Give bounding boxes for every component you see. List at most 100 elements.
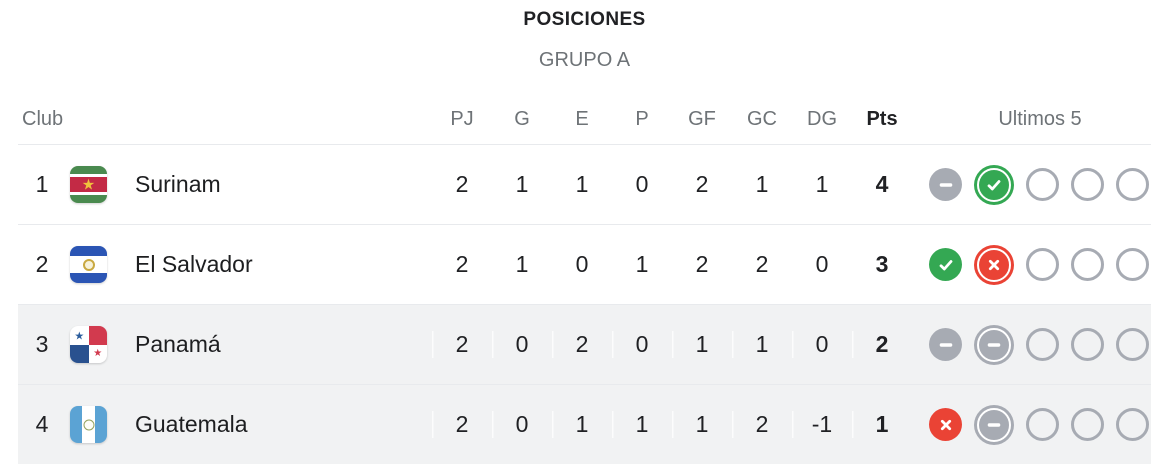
upcoming-icon [1026, 248, 1059, 281]
upcoming-icon [1071, 408, 1104, 441]
upcoming-icon [1116, 248, 1149, 281]
column-header-pts: Pts [866, 108, 898, 130]
rank-cell: 4 [35, 411, 49, 437]
stat-value: 0 [815, 251, 829, 277]
upcoming-icon [1026, 408, 1059, 441]
stat-value: 2 [755, 251, 769, 277]
standings-table: Club PJ G E P GF GC DG Pts Ultimos 5 1 ★ Surinam 2… [18, 72, 1151, 464]
last5-form [929, 324, 1151, 365]
rank-cell: 1 [35, 171, 49, 197]
stat-value: 1 [635, 251, 649, 277]
rank-cell: 2 [35, 251, 49, 277]
coat-of-arms-icon [82, 258, 95, 271]
team-name: Panamá [135, 331, 221, 357]
standings-row[interactable]: 2 El Salvador 2 1 0 1 2 2 0 3 [18, 224, 1151, 304]
widget-title: POSICIONES [523, 9, 646, 30]
stat-value: -1 [792, 411, 852, 438]
column-header-club: Club [22, 108, 64, 130]
table-header-row: Club PJ G E P GF GC DG Pts Ultimos 5 [18, 72, 1151, 144]
upcoming-icon [1116, 328, 1149, 361]
stat-cells: 2 1 0 1 2 2 0 3 [432, 251, 912, 278]
el-salvador-flag-icon [70, 246, 107, 283]
draw-icon [974, 404, 1014, 445]
team-name: El Salvador [135, 251, 253, 277]
column-header-gf: GF [688, 108, 716, 130]
stat-value: 2 [695, 171, 709, 197]
stat-value: 0 [575, 251, 589, 277]
points-value: 4 [875, 171, 889, 197]
stat-value: 1 [515, 251, 529, 277]
column-header-dg: DG [807, 108, 837, 130]
draw-icon [929, 168, 962, 201]
stat-value: 1 [552, 411, 612, 438]
stat-value: 2 [432, 411, 492, 438]
group-subtitle: GRUPO A [538, 49, 631, 71]
standings-row[interactable]: 3 ★ ★ Panamá 2 0 2 0 1 1 0 2 [18, 304, 1151, 384]
coat-of-arms-icon [83, 419, 94, 430]
stat-value: 1 [815, 171, 829, 197]
points-value: 2 [852, 331, 912, 358]
stat-column-headers: PJ G E P GF GC DG Pts [432, 108, 912, 131]
column-header-gc: GC [747, 108, 777, 130]
rank-cell: 3 [35, 331, 49, 357]
stat-value: 1 [612, 411, 672, 438]
panama-flag-icon: ★ ★ [70, 326, 107, 363]
star-icon: ★ [74, 329, 85, 343]
stat-value: 2 [432, 331, 492, 358]
team-name: Guatemala [135, 411, 248, 437]
upcoming-icon [1071, 168, 1104, 201]
standings-row[interactable]: 1 ★ Surinam 2 1 1 0 2 1 1 4 [18, 144, 1151, 224]
upcoming-icon [1071, 248, 1104, 281]
flag-stripes [70, 166, 107, 203]
stat-value: 2 [732, 411, 792, 438]
stat-cells: 2 1 1 0 2 1 1 4 [432, 171, 912, 198]
stat-value: 1 [755, 171, 769, 197]
stat-cells: 2 0 1 1 1 2 -1 1 [432, 411, 912, 438]
stat-value: 0 [635, 171, 649, 197]
stat-value: 2 [695, 251, 709, 277]
last5-form [929, 404, 1151, 445]
stat-value: 1 [672, 331, 732, 358]
upcoming-icon [1116, 408, 1149, 441]
stat-value: 1 [732, 331, 792, 358]
table-body: 1 ★ Surinam 2 1 1 0 2 1 1 4 2 El Salvador 2 1 0 1 2 2 0 3 3 ★ ★… [18, 144, 1151, 464]
upcoming-icon [1116, 168, 1149, 201]
stat-value: 1 [515, 171, 529, 197]
points-value: 3 [875, 251, 889, 277]
column-header-pj: PJ [450, 108, 474, 130]
guatemala-flag-icon [70, 406, 107, 443]
flag-quadrants [70, 326, 107, 363]
upcoming-icon [1026, 168, 1059, 201]
last5-form [929, 244, 1151, 285]
loss-icon [929, 408, 962, 441]
column-header-p: P [635, 108, 649, 130]
last5-form [929, 164, 1151, 205]
stat-value: 1 [575, 171, 589, 197]
draw-icon [974, 324, 1014, 365]
win-icon [929, 248, 962, 281]
stat-value: 0 [792, 331, 852, 358]
star-icon: ★ [93, 348, 103, 360]
stat-value: 0 [492, 411, 552, 438]
stat-value: 2 [455, 171, 469, 197]
stat-value: 0 [612, 331, 672, 358]
suriname-flag-icon: ★ [70, 166, 107, 203]
stat-value: 2 [552, 331, 612, 358]
upcoming-icon [1026, 328, 1059, 361]
upcoming-icon [1071, 328, 1104, 361]
standings-row[interactable]: 4 Guatemala 2 0 1 1 1 2 -1 1 [18, 384, 1151, 464]
column-header-last5: Ultimos 5 [998, 108, 1082, 130]
team-name: Surinam [135, 171, 221, 197]
stat-value: 0 [492, 331, 552, 358]
column-header-e: E [575, 108, 589, 130]
stat-value: 2 [455, 251, 469, 277]
draw-icon [929, 328, 962, 361]
stat-value: 1 [672, 411, 732, 438]
loss-icon [974, 244, 1014, 285]
star-icon: ★ [81, 175, 96, 193]
column-header-g: G [514, 108, 530, 130]
points-value: 1 [852, 411, 912, 438]
win-icon [974, 164, 1014, 205]
